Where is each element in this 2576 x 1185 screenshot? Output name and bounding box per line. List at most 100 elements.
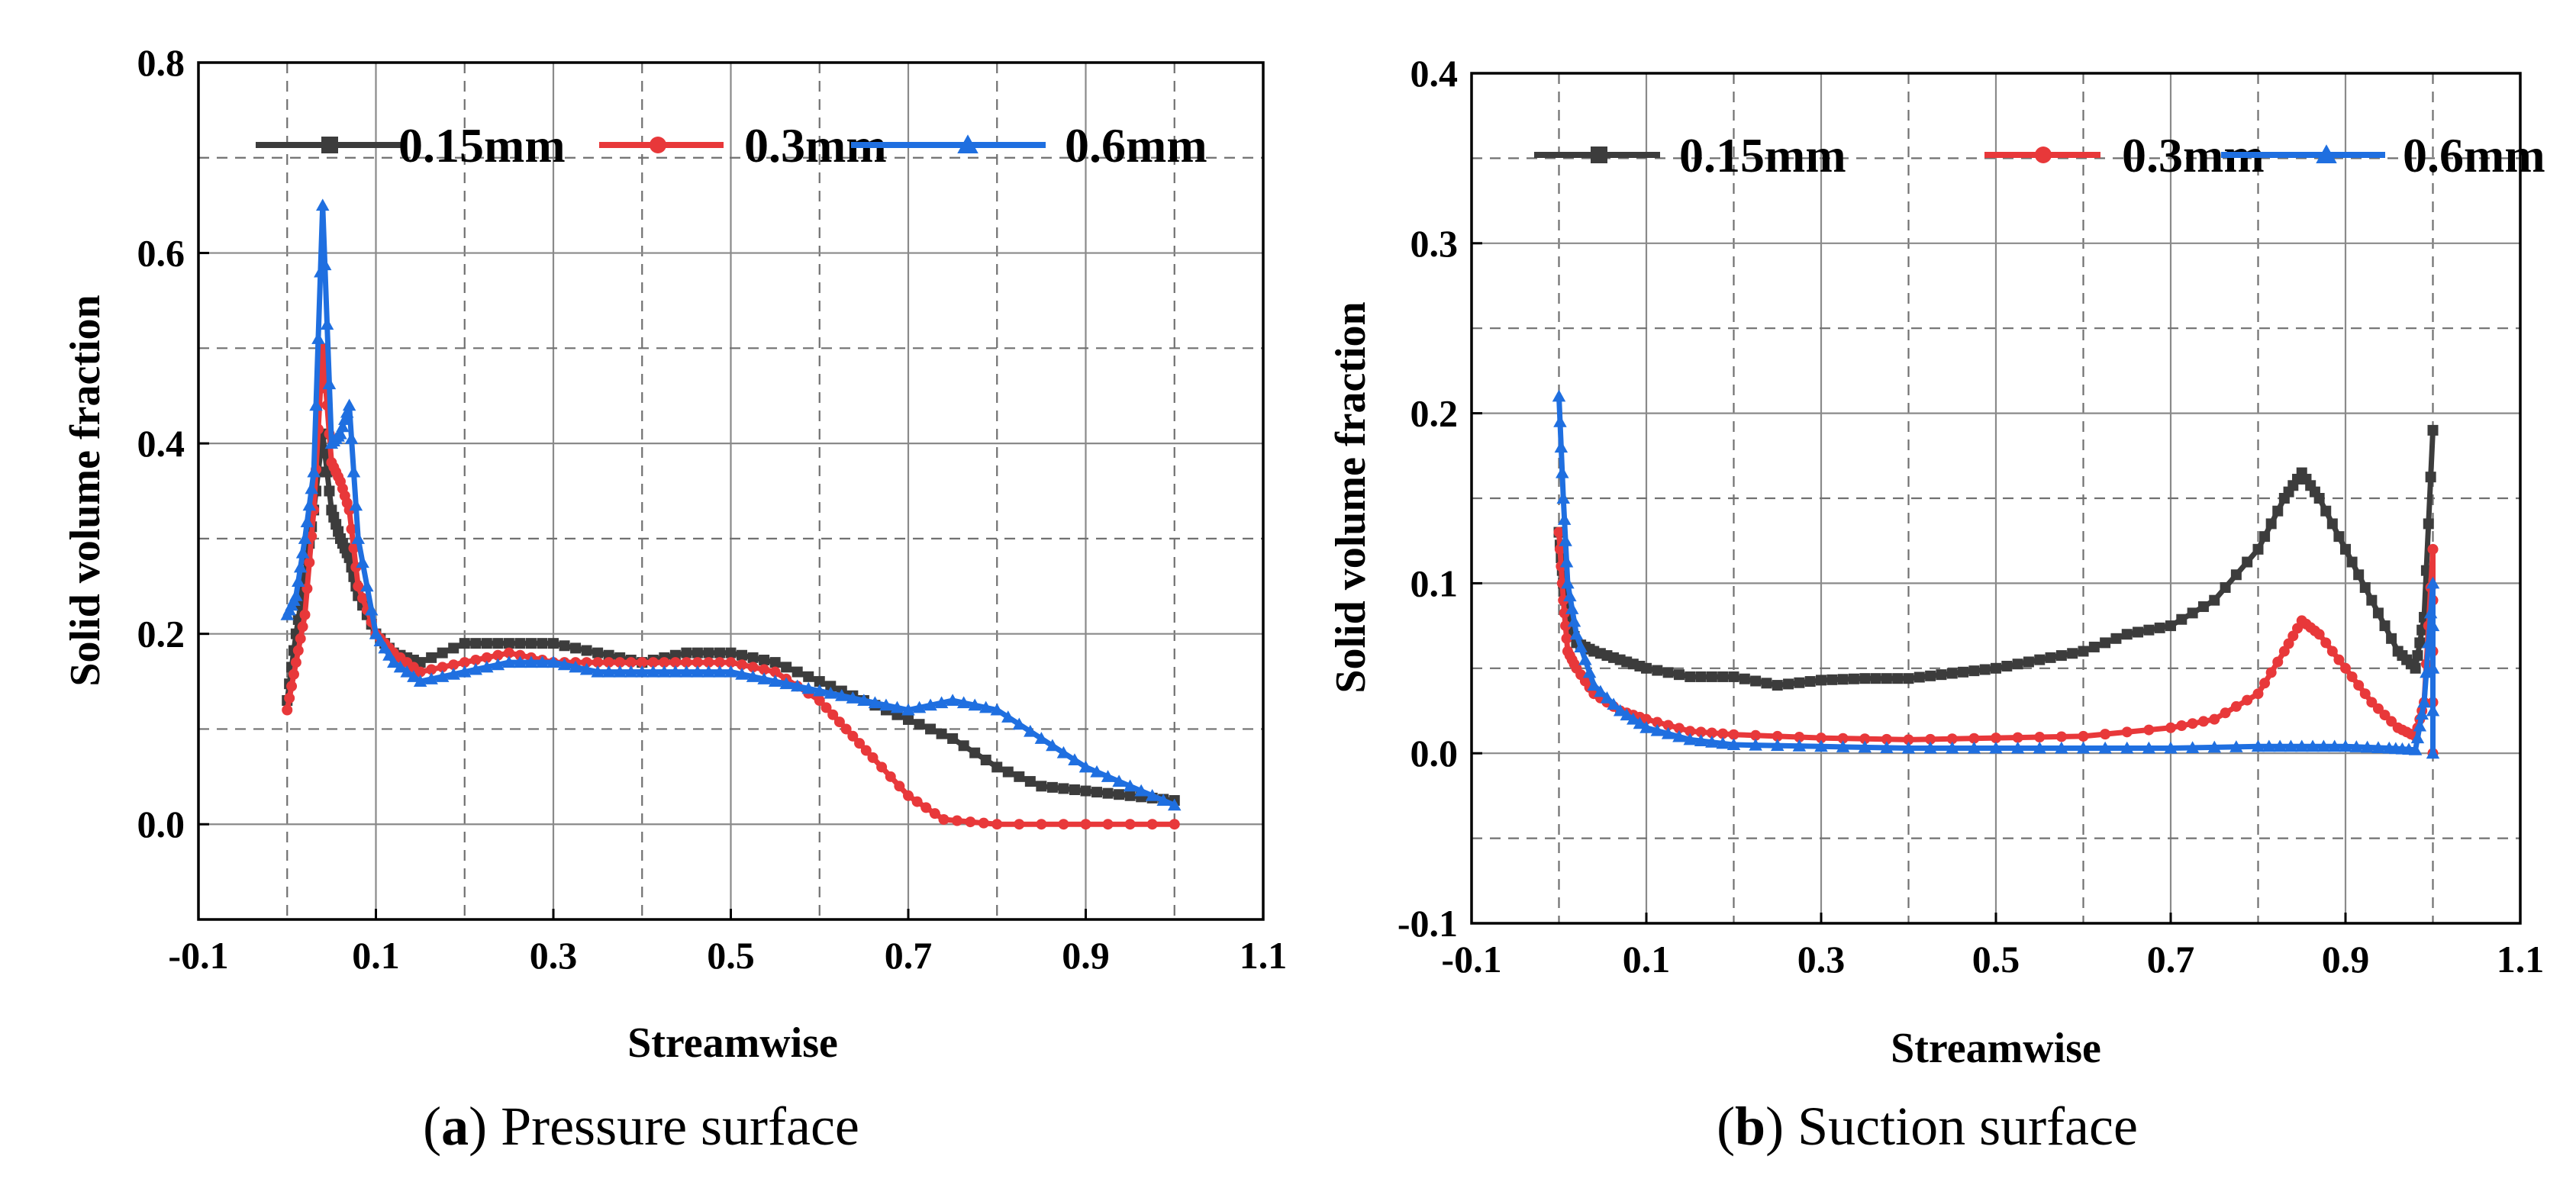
data-point [2001, 661, 2013, 672]
y-tick-label: 0.3 [1411, 222, 1459, 265]
data-point [2313, 493, 2325, 504]
data-point [300, 515, 314, 528]
data-point [1024, 776, 1036, 787]
data-point [289, 589, 303, 601]
data-point [284, 692, 295, 704]
y-tick-label: 0.0 [137, 803, 185, 845]
data-point [737, 649, 748, 661]
data-point [803, 671, 814, 682]
data-point [2346, 671, 2358, 682]
data-point [1046, 739, 1059, 752]
data-point [1058, 819, 1069, 830]
data-point [2272, 656, 2284, 668]
x-tick-label: 1.1 [1240, 934, 1288, 977]
data-point [1991, 662, 2001, 674]
grid [1472, 73, 2520, 923]
data-point [309, 398, 323, 411]
data-point [2142, 741, 2156, 754]
data-point [1650, 723, 1665, 736]
data-point [1936, 669, 1947, 681]
data-point [735, 667, 749, 680]
data-point [322, 377, 337, 390]
data-point [860, 745, 872, 756]
data-point [1600, 691, 1614, 704]
data-point [2284, 739, 2298, 752]
data-point [885, 771, 896, 782]
data-point [2033, 741, 2046, 754]
data-point [681, 647, 692, 659]
data-point [901, 703, 915, 716]
data-point [1578, 652, 1592, 665]
data-point [867, 752, 879, 763]
data-point [703, 647, 714, 659]
data-point [2412, 650, 2423, 662]
data-point [1556, 465, 1569, 478]
data-point [1056, 745, 1071, 758]
data-point [847, 730, 859, 742]
data-point [424, 672, 438, 684]
data-point [1112, 774, 1126, 787]
data-point [1552, 389, 1566, 402]
data-point [288, 668, 299, 680]
data-point [448, 659, 459, 671]
data-point [1091, 787, 1103, 798]
legend-item-0.15mm: 0.15mm [256, 118, 566, 172]
x-tick-label: 0.1 [1623, 938, 1671, 981]
y-tick-label: 0.0 [1411, 732, 1459, 774]
data-point [1705, 735, 1719, 748]
data-point [1672, 729, 1686, 742]
data-point [569, 660, 582, 673]
data-point [1567, 614, 1581, 627]
data-point [364, 603, 379, 616]
data-point [2265, 518, 2277, 530]
data-point [703, 657, 714, 668]
data-point [824, 686, 838, 699]
data-point [1761, 678, 1772, 689]
data-point [978, 700, 993, 713]
data-point [1794, 732, 1805, 743]
data-point [2415, 707, 2429, 720]
data-point [1695, 726, 1707, 738]
data-point [2209, 594, 2220, 606]
data-point [413, 675, 427, 687]
data-point [2426, 746, 2440, 759]
data-point [581, 657, 592, 668]
data-point [470, 638, 482, 649]
data-point [2426, 662, 2440, 674]
data-point [2098, 741, 2112, 754]
data-point [1641, 713, 1652, 725]
x-tick-label: 0.7 [2147, 938, 2195, 981]
data-point [1102, 819, 1114, 830]
data-point [2427, 543, 2439, 555]
data-point [1771, 739, 1785, 752]
data-point [759, 664, 770, 675]
x-tick-label: 0.3 [530, 934, 578, 977]
data-point [347, 465, 361, 478]
data-point [2242, 556, 2253, 568]
data-point [307, 465, 321, 478]
data-point [2220, 581, 2231, 593]
data-point [646, 665, 660, 678]
data-point [624, 665, 638, 678]
data-point [369, 626, 383, 639]
data-point [2333, 654, 2345, 665]
data-point [956, 696, 971, 709]
data-point [579, 662, 594, 675]
data-point [491, 658, 505, 671]
data-point [470, 654, 482, 665]
data-point [1826, 674, 1838, 685]
data-point [357, 592, 369, 604]
data-point [1968, 733, 1980, 744]
data-point [481, 652, 492, 663]
data-point [448, 642, 459, 654]
data-point [306, 530, 318, 542]
data-point [1903, 673, 1914, 684]
data-point [1859, 733, 1871, 745]
data-point [290, 657, 301, 668]
data-point [1613, 704, 1627, 716]
data-point [535, 655, 550, 668]
data-point [1587, 678, 1601, 691]
data-point [1620, 708, 1633, 721]
data-point [1627, 712, 1640, 725]
